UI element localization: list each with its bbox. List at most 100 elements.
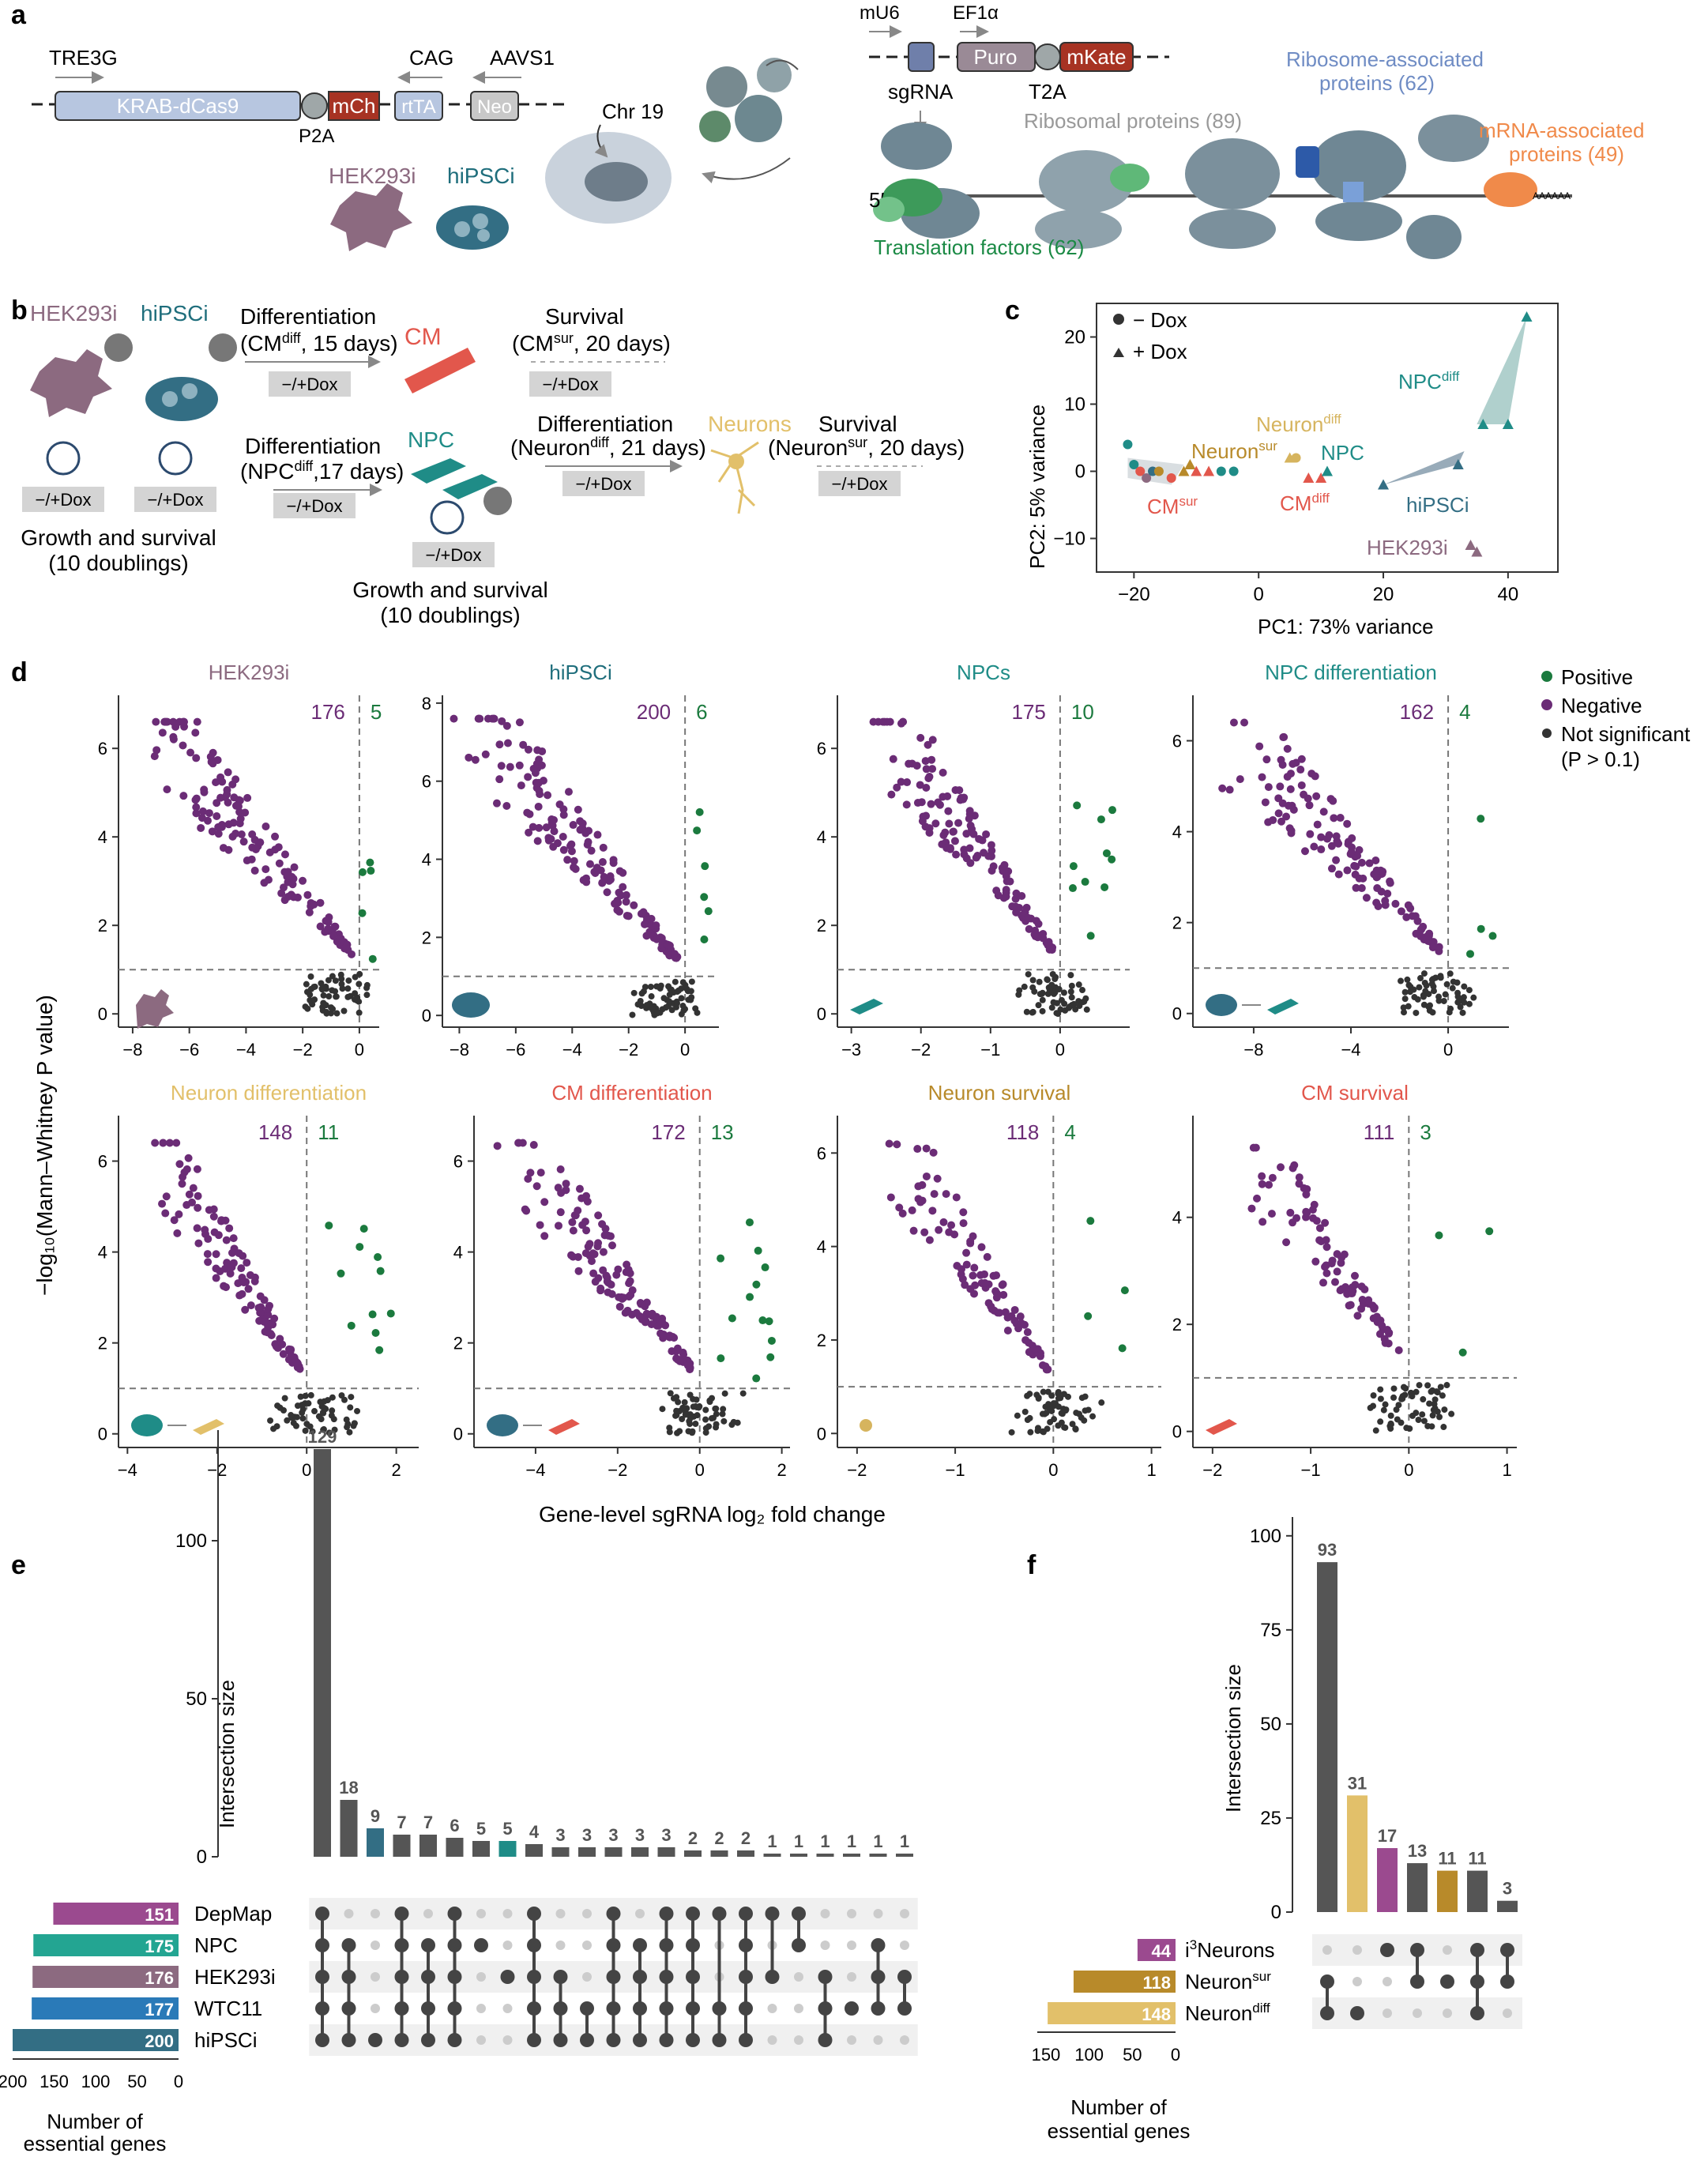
volcano-negative-point	[1337, 1285, 1346, 1293]
upset-matrix-dot	[1443, 2008, 1452, 2018]
upset-set-name: WTC11	[194, 1997, 262, 2020]
volcano-negative-point	[925, 1236, 934, 1244]
upset-matrix-dot	[423, 1909, 433, 1918]
c-xtick-label: 0	[1254, 584, 1264, 605]
volcano-pos-count: 10	[1071, 700, 1094, 724]
hipsc-cell-icon	[436, 205, 509, 250]
volcano-plot: Neuron differentiation −4 −2 0 2 0 2 4 6 148 11	[98, 1081, 419, 1480]
upset-set-count: 176	[145, 1968, 174, 1988]
volcano-negative-point	[927, 755, 936, 764]
volcano-ns-point	[1405, 1003, 1412, 1010]
volcano-negative-point	[958, 1274, 967, 1283]
upset-bar-label: 13	[1408, 1841, 1427, 1861]
volcano-ns-point	[1035, 1394, 1042, 1401]
c-point-plus	[1315, 472, 1327, 483]
volcano-negative-point	[292, 1358, 301, 1367]
volcano-negative-point	[1010, 1305, 1019, 1314]
volcano-negative-point	[266, 1330, 275, 1338]
upset-bar-label: 3	[608, 1825, 618, 1845]
volcano-negative-point	[626, 1290, 635, 1299]
volcano-ns-point	[1062, 1007, 1069, 1014]
upset-bar-label: 1	[820, 1831, 830, 1851]
volcano-negative-point	[243, 1259, 251, 1267]
volcano-xtick-label: −4	[118, 1460, 137, 1480]
volcano-negative-point	[1282, 812, 1291, 821]
volcano-ns-point	[363, 992, 371, 999]
volcano-negative-point	[913, 1145, 922, 1154]
volcano-ns-point	[281, 1395, 288, 1402]
upset-set-name: i3Neurons	[1185, 1937, 1275, 1962]
volcano-negative-point	[1016, 1312, 1025, 1321]
volcano-negative-point	[228, 780, 237, 789]
volcano-ns-point	[344, 993, 352, 1000]
volcano-ns-point	[1439, 1392, 1446, 1399]
b-surv-cm-post: , 20 days)	[574, 331, 671, 356]
volcano-negative-point	[559, 811, 568, 819]
volcano-negative-point	[198, 814, 206, 823]
d-ylabel: −log₁₀(Mann–Whitney P value)	[32, 995, 57, 1296]
krab-label: KRAB-dCas9	[117, 94, 239, 118]
volcano-negative-point	[1365, 859, 1374, 868]
volcano-negative-point	[1352, 883, 1360, 892]
volcano-negative-point	[599, 843, 608, 852]
volcano-negative-point	[497, 762, 506, 770]
volcano-negative-point	[260, 1296, 269, 1304]
volcano-icon	[850, 999, 883, 1015]
volcano-negative-point	[1025, 1338, 1033, 1347]
volcano-negative-point	[1330, 1278, 1339, 1286]
volcano-ns-point	[662, 1004, 669, 1011]
volcano-negative-point	[1283, 744, 1292, 753]
volcano-ns-point	[673, 1394, 680, 1401]
volcano-negative-point	[1357, 884, 1366, 893]
volcano-ns-point	[1415, 1417, 1422, 1424]
volcano-negative-point	[1343, 866, 1352, 875]
c-hek: HEK293i	[1367, 536, 1448, 559]
upset-matrix-dot	[476, 2035, 486, 2045]
volcano-ns-point	[302, 1392, 309, 1399]
upset-bar-label: 7	[423, 1813, 433, 1832]
volcano-negative-point	[603, 888, 611, 897]
volcano-negative-point	[194, 1191, 202, 1200]
volcano-negative-point	[599, 1248, 608, 1256]
upset-bar	[551, 1847, 570, 1857]
c-xtick-label: 40	[1498, 584, 1519, 605]
volcano-negative-point	[886, 1193, 895, 1202]
volcano-negative-point	[310, 900, 318, 909]
volcano-negative-point	[161, 1209, 170, 1218]
volcano-negative-point	[476, 714, 484, 723]
upset-matrix-dot	[371, 2004, 380, 2013]
volcano-negative-point	[264, 1311, 273, 1319]
upset-set-bar	[13, 2029, 179, 2051]
neo-box	[470, 91, 519, 121]
upset-bar	[816, 1854, 834, 1857]
volcano-ns-point	[290, 1419, 297, 1426]
volcano-ns-point	[1413, 1388, 1420, 1395]
volcano-negative-point	[193, 717, 201, 726]
b-surv-cm-1: Survival	[545, 304, 624, 329]
c-point-plus	[1191, 465, 1202, 476]
volcano-positive-point	[695, 807, 704, 816]
volcano-negative-point	[255, 1304, 264, 1313]
volcano-negative-point	[1269, 815, 1277, 824]
volcano-xtick-label: −1	[1301, 1460, 1321, 1480]
volcano-ns-point	[329, 1006, 337, 1013]
virus-particles	[699, 58, 799, 184]
volcano-ns-point	[1442, 991, 1449, 998]
b-diff-npc-pre: (NPC	[240, 459, 294, 484]
volcano-xtick-label: 0	[680, 1040, 690, 1060]
volcano-negative-point	[182, 1201, 191, 1210]
volcano-ns-point	[1454, 979, 1461, 986]
volcano-negative-point	[583, 840, 592, 849]
volcano-negative-point	[1025, 924, 1033, 933]
volcano-plot: CM differentiation −4 −2 0 2 0 2 4 6 172 13	[453, 1081, 790, 1480]
volcano-positive-point	[386, 1309, 395, 1318]
volcano-negative-point	[1261, 798, 1270, 807]
volcano-positive-point	[325, 1222, 333, 1230]
upset-bar	[843, 1854, 860, 1857]
upset-matrix-dot	[1380, 1943, 1394, 1957]
c-point-plus	[1378, 479, 1390, 490]
c-ylabel: PC2: 5% variance	[1025, 405, 1049, 569]
volcano-negative-point	[1240, 718, 1249, 727]
upset-matrix-dot	[767, 2004, 777, 2013]
volcano-negative-point	[576, 817, 585, 826]
